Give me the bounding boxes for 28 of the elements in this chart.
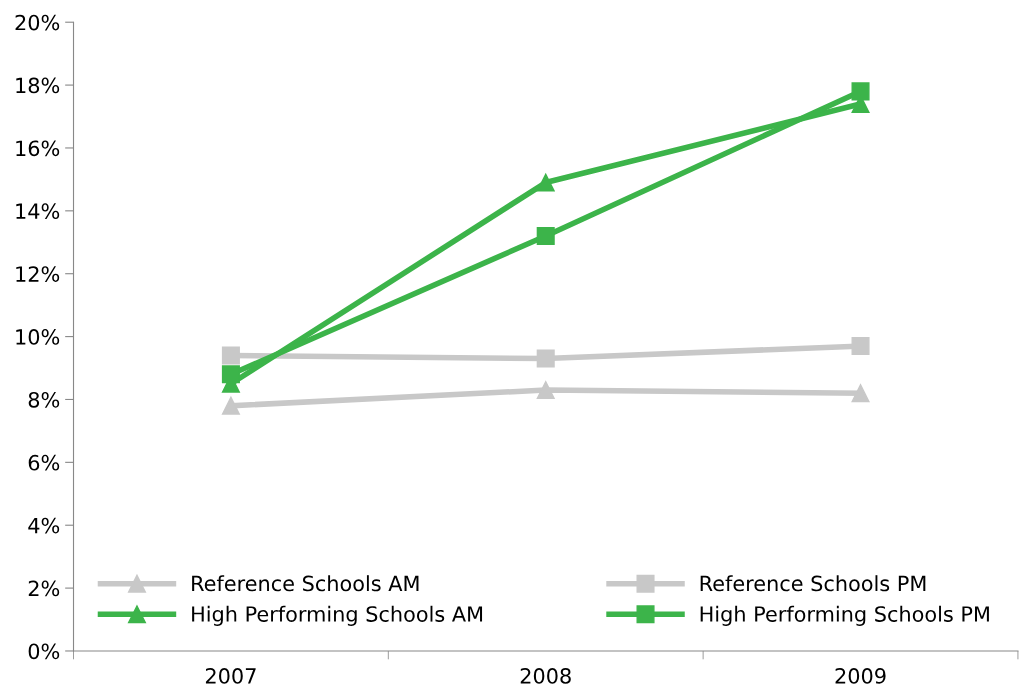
y-tick-label: 16%	[16, 140, 60, 157]
point	[536, 381, 555, 400]
point	[851, 82, 870, 101]
point	[221, 346, 240, 365]
point	[536, 226, 555, 246]
x-tick-label: 2008	[520, 668, 571, 684]
legend-label: High Performing Schools AM	[192, 605, 483, 626]
y-tick-label: 4%	[28, 517, 60, 534]
y-tick-label: 14%	[16, 203, 60, 220]
y-tick-label: 2%	[28, 580, 60, 597]
y-tick-label: 10%	[16, 329, 60, 345]
y-tick-label: 0%	[28, 643, 60, 660]
x-tick-label: 2009	[835, 668, 886, 684]
y-tick-label: 6%	[28, 454, 60, 471]
legend-label: High Performing Schools PM	[700, 605, 989, 626]
point	[221, 396, 240, 415]
point	[851, 336, 870, 356]
legend-label: Reference Schools PM	[700, 575, 926, 592]
point	[536, 173, 555, 192]
x-tick-label: 2007	[205, 668, 256, 684]
legend-label: Reference Schools AM	[192, 575, 419, 592]
y-tick-label: 18%	[16, 77, 60, 94]
point	[221, 365, 240, 384]
y-tick-label: 12%	[16, 266, 60, 282]
y-tick-label: 20%	[15, 14, 60, 31]
point	[536, 349, 555, 368]
y-tick-label: 8%	[28, 391, 60, 408]
point	[851, 384, 870, 403]
